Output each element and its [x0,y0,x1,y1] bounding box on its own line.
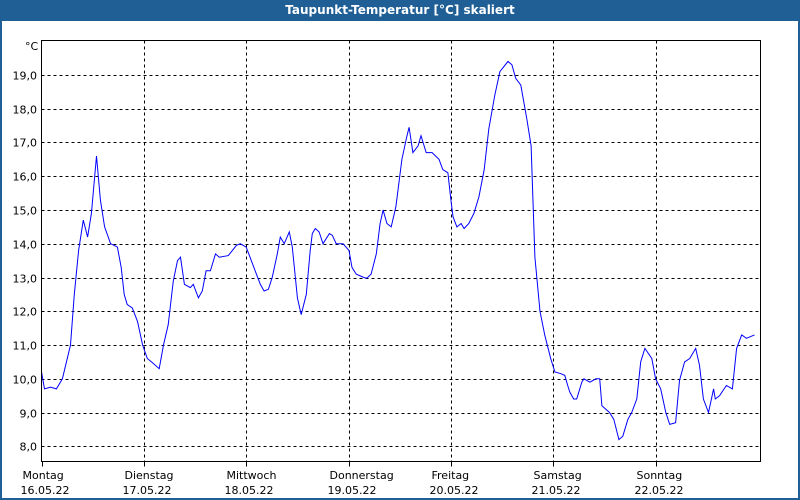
y-tick-label: 15,0 [13,205,38,218]
y-axis-unit-label: °C [25,40,39,53]
x-tick-date-label: 16.05.22 [21,484,70,497]
y-tick-label: 9,0 [20,408,38,421]
x-tick-day-label: Samstag [534,469,582,482]
y-tick-label: 16,0 [13,171,38,184]
y-tick-label: 19,0 [13,70,38,83]
chart-area [2,21,798,498]
y-tick-label: 13,0 [13,273,38,286]
x-tick-day-label: Freitag [432,469,470,482]
x-tick-day-label: Mittwoch [227,469,277,482]
y-tick-label: 14,0 [13,239,38,252]
x-tick-day-label: Donnerstag [330,469,394,482]
y-tick-label: 10,0 [13,374,38,387]
y-tick-label: 12,0 [13,306,38,319]
y-tick-label: 18,0 [13,104,38,117]
x-tick-day-label: Montag [23,469,64,482]
x-tick-date-label: 17.05.22 [123,484,172,497]
x-tick-day-label: Dienstag [125,469,174,482]
y-tick-label: 11,0 [13,340,38,353]
x-tick-date-label: 22.05.22 [635,484,684,497]
x-tick-date-label: 21.05.22 [532,484,581,497]
window-title: Taupunkt-Temperatur [°C] skaliert [285,3,515,17]
y-tick-label: 17,0 [13,137,38,150]
y-tick-label: 8,0 [20,441,38,454]
plot-frame [41,40,761,462]
series-line-taupunkt [41,60,755,441]
x-tick-date-label: 20.05.22 [430,484,479,497]
x-tick-date-label: 19.05.22 [328,484,377,497]
x-tick-date-label: 18.05.22 [225,484,274,497]
x-tick-day-label: Sonntag [637,469,683,482]
